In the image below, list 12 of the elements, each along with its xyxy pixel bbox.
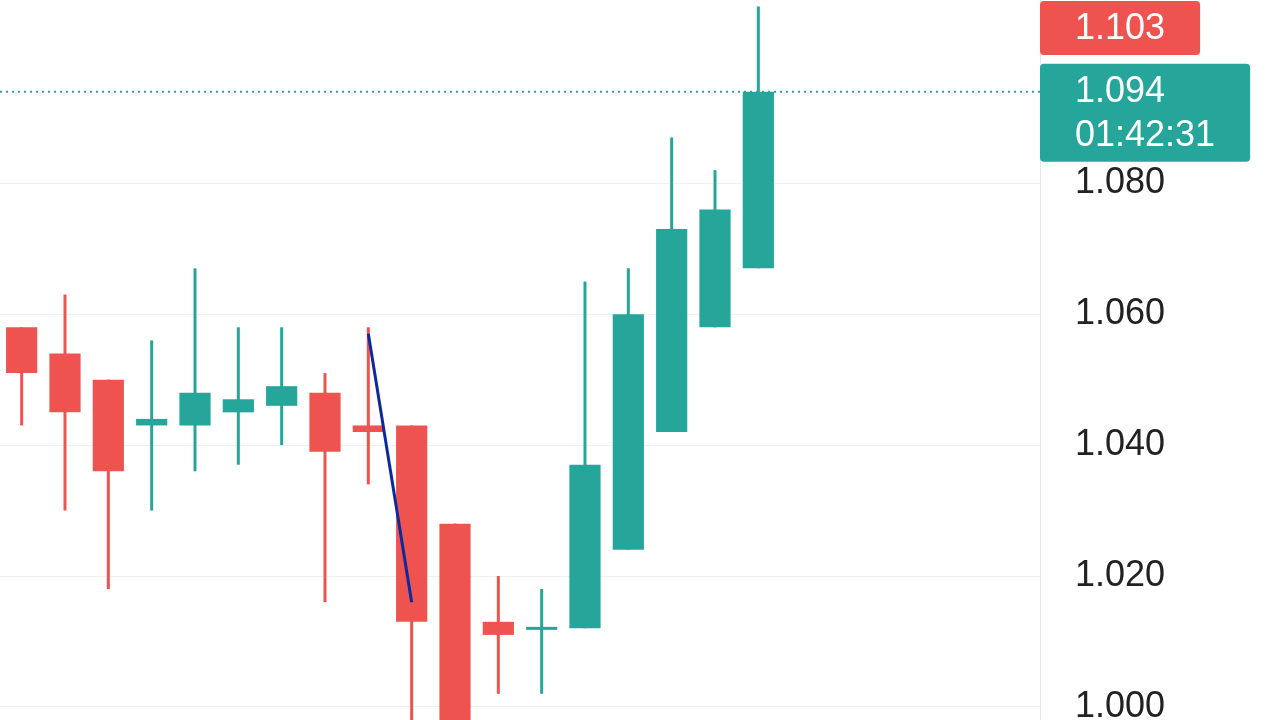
text: 1.103 [1075, 5, 1166, 47]
y-tick-label: 1.000 [1075, 683, 1166, 720]
candlestick [222, 327, 254, 465]
ref-line-label: 1.094 01:42:31 [1075, 68, 1216, 154]
candlestick [482, 576, 514, 694]
candlestick [136, 340, 168, 511]
y-tick-label: 1.080 [1075, 160, 1166, 202]
y-tick-label: 1.040 [1075, 422, 1166, 464]
y-tick-label: 1.020 [1075, 552, 1166, 594]
candlestick [352, 327, 384, 485]
y-tick-label: 1.060 [1075, 291, 1166, 333]
candlestick [526, 589, 558, 694]
